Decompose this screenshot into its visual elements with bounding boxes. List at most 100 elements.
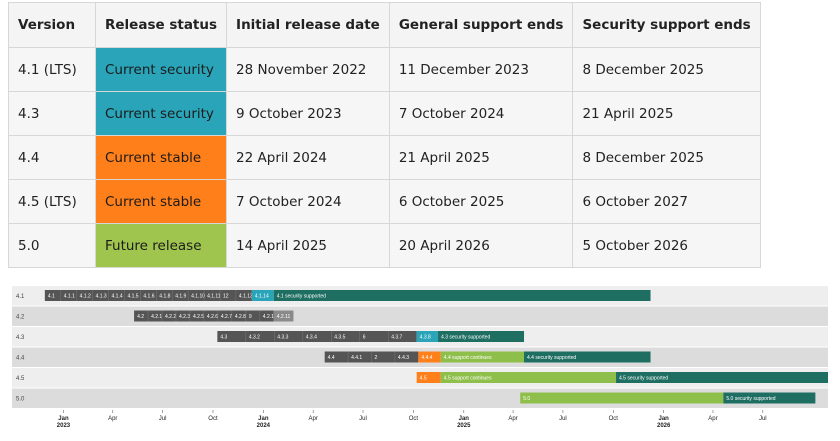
bar-label: 4.4.3 (398, 355, 409, 361)
table-header-row: Version Release status Initial release d… (8, 2, 761, 48)
bar-label: 4.3.5 (334, 335, 345, 341)
axis-tick-label: Jan (659, 416, 670, 422)
timeline-bar (416, 372, 441, 383)
release-table: Version Release status Initial release d… (8, 2, 761, 268)
version-cell: 4.5 (LTS) (8, 179, 96, 224)
bar-label: 4.1 (48, 294, 55, 300)
bar-label: 4.3 (220, 335, 227, 341)
bar-label: 4.1.10 (191, 294, 205, 300)
bar-label: 4.2.10 (263, 314, 277, 320)
bar-label: 4.2.7 (221, 314, 232, 320)
bar-label: 4.1.3 (96, 294, 107, 300)
bar-label: 4.2.2 (165, 314, 176, 320)
security-support-end-cell: 8 December 2025 (572, 135, 761, 180)
general-support-end-cell: 11 December 2023 (388, 47, 574, 92)
axis-tick-label: Apr (108, 416, 117, 422)
security-support-end-cell: 8 December 2025 (572, 47, 761, 92)
bar-label: 5.0 (523, 396, 530, 402)
axis-tick-label: Oct (609, 416, 619, 422)
header-release-status: Release status (94, 2, 228, 48)
bar-label: 4.5 security supported (619, 376, 668, 382)
lane-label: 4.5 (16, 376, 25, 382)
header-security-support-ends: Security support ends (572, 2, 761, 48)
timeline-bar (273, 290, 651, 301)
bar-label: 4.1.13 (239, 294, 253, 300)
bar-label: 4.3.4 (306, 335, 317, 341)
release-timeline: 4.1 4.2 4.3 4.4 4.5 5.0 4.1 4.1.1 4.1.2 4.1.3 4.1.… (0, 282, 840, 436)
bar-label: 4.1.14 (255, 294, 269, 300)
status-cell: Current stable (94, 179, 228, 224)
bar-label: 4.3 security supported (441, 335, 490, 341)
bar-label: 4.2.6 (207, 314, 218, 320)
table-row: 4.3 Current security 9 October 2023 7 Octob… (8, 91, 761, 136)
release-date-cell: 22 April 2024 (226, 135, 390, 180)
timeline-bar (440, 372, 617, 383)
bar-label: 4.3.2 (249, 335, 260, 341)
version-cell: 5.0 (8, 223, 96, 268)
version-cell: 4.4 (8, 135, 96, 180)
lane-label: 4.2 (16, 315, 25, 321)
status-cell: Current stable (94, 135, 228, 180)
bar-label: 4.1.9 (175, 294, 186, 300)
lane-label: 5.0 (16, 397, 25, 403)
bar-label: 4.1.6 (143, 294, 154, 300)
bar-label: 2 (375, 355, 378, 361)
timeline-bar (520, 392, 724, 404)
release-date-cell: 9 October 2023 (226, 91, 390, 136)
general-support-end-cell: 7 October 2024 (388, 91, 574, 136)
axis-tick-label: Oct (208, 416, 218, 422)
axis-tick-label: Oct (409, 416, 419, 422)
axis-year-label: 2024 (257, 423, 271, 429)
header-general-support-ends: General support ends (388, 2, 574, 48)
header-version: Version (8, 2, 96, 48)
axis-tick-label: Apr (508, 416, 517, 422)
bar-label: 6 (363, 335, 366, 341)
axis-tick-label: Jul (559, 416, 567, 422)
release-date-cell: 7 October 2024 (226, 179, 390, 224)
bar-label: 4.4 security supported (527, 355, 576, 361)
timeline-bar (524, 351, 651, 363)
axis-tick-label: Jul (159, 416, 167, 422)
timeline-bar (217, 331, 417, 342)
security-support-end-cell: 5 October 2026 (572, 223, 761, 268)
timeline-bar (416, 331, 439, 342)
bar-label: 4.4.1 (351, 355, 362, 361)
bar-label: 4.1.4 (112, 294, 123, 300)
timeline-bar (616, 372, 828, 383)
version-cell: 4.1 (LTS) (8, 47, 96, 92)
general-support-end-cell: 6 October 2025 (388, 179, 574, 224)
bar-label: 4.4.4 (421, 355, 432, 361)
release-date-cell: 14 April 2025 (226, 223, 390, 268)
bar-label: 4.1.2 (80, 294, 91, 300)
axis-year-label: 2026 (657, 423, 671, 429)
axis-tick-label: Apr (708, 416, 717, 422)
bar-label: 4.2.1 (151, 314, 162, 320)
bar-label: 4.2.8 (235, 314, 246, 320)
axis-tick-label: Jul (359, 416, 367, 422)
bar-label: 4.3.8 (420, 335, 431, 341)
status-cell: Future release (94, 223, 228, 268)
table-row: 5.0 Future release 14 April 2025 20 April 2… (8, 223, 761, 268)
general-support-end-cell: 20 April 2026 (388, 223, 574, 268)
security-support-end-cell: 21 April 2025 (572, 91, 761, 136)
security-support-end-cell: 6 October 2027 (572, 179, 761, 224)
bar-label: 4.2.3 (179, 314, 190, 320)
axis-tick-label: Jan (258, 416, 269, 422)
bar-label: 4.5 support continues (444, 376, 492, 382)
bar-label: 4.1.5 (127, 294, 138, 300)
timeline-bar (438, 331, 525, 342)
timeline-bar (273, 310, 294, 322)
table-row: 4.1 (LTS) Current security 28 November 202… (8, 47, 761, 92)
bar-label: 4.4 (328, 355, 335, 361)
timeline-bar (251, 290, 274, 301)
lane-label: 4.3 (16, 335, 25, 341)
bar-label: 4.3.3 (277, 335, 288, 341)
axis-tick-label: Jan (58, 416, 69, 422)
timeline-bar (440, 351, 525, 363)
version-cell: 4.3 (8, 91, 96, 136)
bar-label: 4.2.5 (193, 314, 204, 320)
lane-label: 4.4 (16, 356, 25, 362)
bar-label: 4.1.1 (64, 294, 75, 300)
status-cell: Current security (94, 91, 228, 136)
bar-label: 9 (249, 314, 252, 320)
